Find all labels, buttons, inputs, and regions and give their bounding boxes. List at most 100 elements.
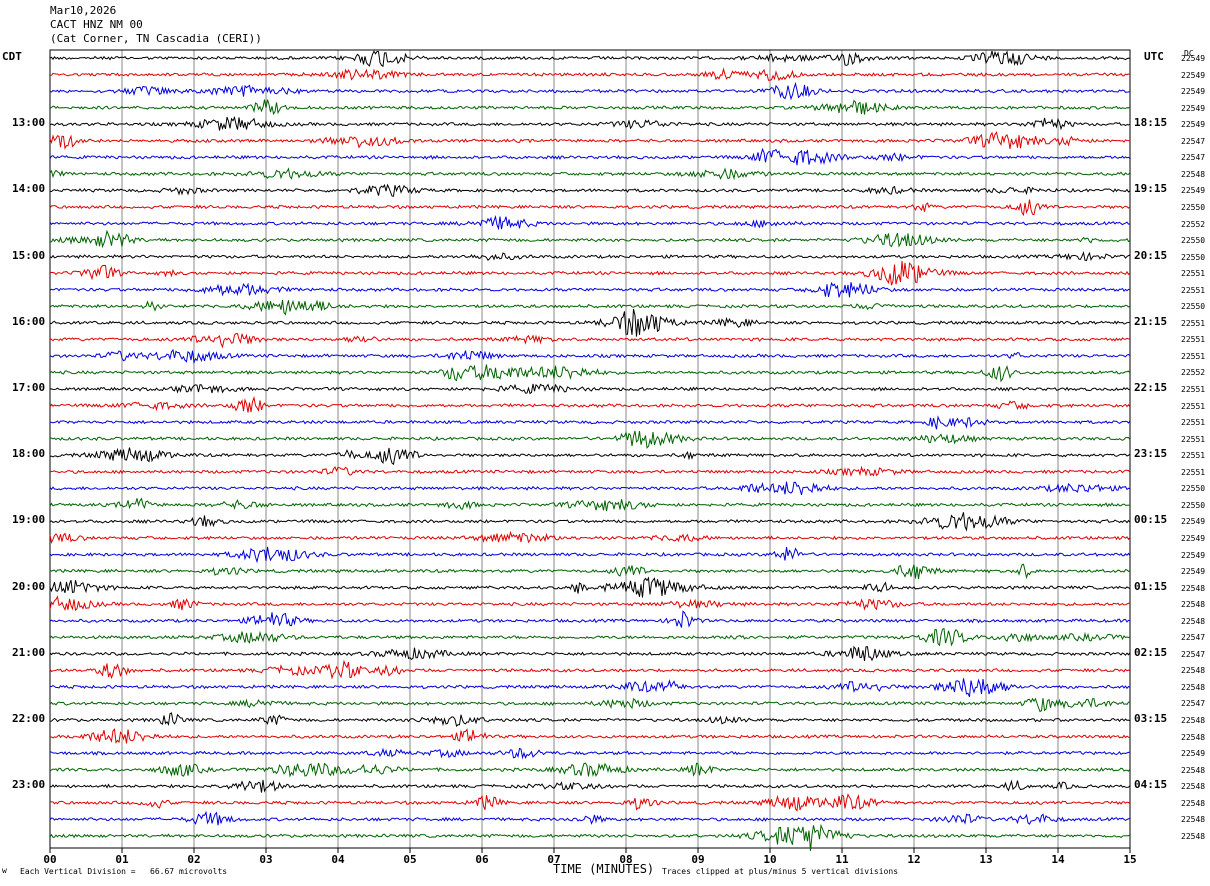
x-tick-label-08: 08	[619, 853, 632, 866]
dc-offset-label: 22548	[1181, 169, 1206, 179]
trace-line-28	[49, 497, 1130, 512]
dc-offset-label: 22549	[1181, 550, 1206, 560]
trace-line-24	[49, 430, 1131, 449]
trace-line-1	[49, 50, 1131, 68]
dc-offset-label: 22552	[1181, 368, 1206, 378]
dc-offset-label: 22549	[1181, 749, 1206, 759]
x-tick-label-10: 10	[763, 853, 776, 866]
dc-offset-label: 22552	[1181, 219, 1206, 229]
record-date: Mar10,2026	[50, 4, 117, 17]
dc-offset-label: 22547	[1181, 633, 1206, 643]
dc-offset-label: 22550	[1181, 202, 1206, 212]
dc-offset-label: 22548	[1181, 815, 1206, 825]
dc-offset-label: 22551	[1181, 269, 1206, 279]
dc-offset-label: 22551	[1181, 418, 1206, 428]
dc-offset-label: 22548	[1181, 732, 1206, 742]
dc-offset-label: 22551	[1181, 385, 1206, 394]
dc-offset-label: 22549	[1181, 533, 1206, 543]
dc-offset-label: 22551	[1181, 318, 1206, 328]
x-tick-label-15: 15	[1123, 853, 1136, 866]
trace-line-11	[49, 214, 1131, 231]
trace-line-7	[49, 147, 1131, 166]
dc-offset-label: 22548	[1181, 682, 1206, 692]
trace-line-40	[49, 697, 1131, 713]
right-time-label: 03:15	[1134, 712, 1168, 725]
dc-offset-label: 22549	[1181, 567, 1206, 577]
trace-line-33	[49, 576, 1131, 598]
right-time-label: 02:15	[1134, 645, 1168, 659]
trace-line-12	[50, 229, 1131, 249]
left-time-label: 14:00	[12, 182, 46, 196]
trace-line-35	[49, 610, 1131, 628]
scale-note: Each Vertical Division = 66.67 microvolt…	[20, 867, 228, 876]
trace-line-5	[49, 115, 1131, 131]
x-tick-label-09: 09	[691, 853, 704, 866]
trace-line-43	[49, 747, 1131, 760]
trace-line-3	[49, 81, 1131, 101]
right-time-label: 01:15	[1134, 579, 1168, 593]
dc-offset-label: 22551	[1181, 285, 1206, 295]
trace-line-13	[49, 251, 1131, 262]
seismic-traces	[49, 50, 1131, 851]
left-time-label: 20:00	[12, 579, 46, 593]
trace-line-10	[49, 199, 1131, 217]
trace-line-46	[49, 793, 1131, 812]
right-time-label: 19:15	[1134, 182, 1168, 196]
corner-mark: w	[2, 866, 7, 875]
dc-offset-label: 22547	[1181, 153, 1206, 163]
dc-offset-label: 22548	[1181, 616, 1206, 626]
dc-offset-label: 22549	[1181, 103, 1206, 113]
dc-offset-label: 22549	[1181, 517, 1206, 527]
trace-line-16	[49, 299, 1131, 316]
dc-offset-label: 22550	[1181, 484, 1206, 494]
trace-line-6	[49, 131, 1131, 150]
dc-offset-label: 22547	[1181, 649, 1206, 659]
dc-offset-label: 22547	[1181, 136, 1206, 146]
right-time-label: 23:15	[1134, 447, 1168, 461]
left-time-label: 22:00	[12, 712, 46, 725]
left-time-label: 19:00	[12, 513, 46, 527]
minute-grid	[49, 49, 1131, 849]
trace-line-47	[49, 810, 1131, 826]
trace-line-44	[49, 762, 1131, 778]
dc-offset-label: 22547	[1181, 699, 1206, 709]
x-tick-label-02: 02	[187, 853, 200, 866]
trace-line-38	[49, 659, 1131, 680]
trace-line-15	[49, 281, 1131, 298]
trace-line-2	[49, 67, 1131, 82]
trace-line-42	[49, 728, 1131, 744]
dc-offset-label: 22551	[1181, 335, 1206, 345]
plot-frame	[49, 49, 1131, 849]
right-timezone-label: UTC	[1144, 50, 1164, 63]
left-time-label: 23:00	[12, 778, 46, 792]
left-time-label: 15:00	[12, 248, 46, 262]
trace-line-31	[49, 546, 1131, 564]
trace-line-25	[49, 447, 1131, 466]
dc-offset-label: 22550	[1181, 236, 1206, 246]
trace-line-32	[49, 563, 1131, 580]
trace-line-39	[49, 678, 1131, 698]
left-time-label: 18:00	[12, 447, 46, 461]
trace-line-8	[49, 167, 1131, 181]
trace-line-48	[49, 823, 1131, 851]
trace-line-22	[49, 395, 1131, 413]
dc-offset-label: 22548	[1181, 782, 1206, 792]
dc-offset-label: 22550	[1181, 302, 1206, 312]
dc-offset-label: 22551	[1181, 351, 1206, 361]
dc-offset-label: 22550	[1181, 252, 1206, 262]
trace-line-18	[49, 333, 1131, 349]
x-tick-label-06: 06	[475, 853, 489, 866]
trace-line-14	[49, 260, 1131, 286]
x-tick-label-00: 00	[43, 853, 56, 866]
right-time-label: 00:15	[1134, 513, 1168, 527]
x-tick-label-14: 14	[1051, 853, 1065, 866]
right-time-label: 22:15	[1134, 381, 1168, 394]
trace-line-21	[49, 383, 1131, 395]
dc-offset-label: 22548	[1181, 666, 1206, 676]
x-tick-label-12: 12	[907, 853, 920, 866]
right-time-label: 21:15	[1134, 314, 1168, 328]
dc-offset-label: 22549	[1181, 120, 1206, 130]
trace-line-29	[49, 512, 1131, 532]
dc-offset-label: 22549	[1181, 70, 1206, 80]
